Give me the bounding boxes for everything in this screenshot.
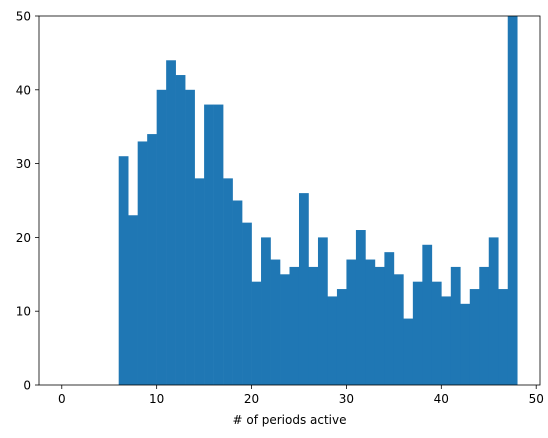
y-axis-ticks: 0 10 20 30 40 50 — [16, 10, 39, 393]
histogram-bar-25 — [298, 193, 309, 385]
plot-frame — [38, 15, 541, 386]
histogram-bar-42 — [460, 303, 471, 385]
histogram-bar-20 — [251, 281, 262, 385]
histogram-bar-17 — [223, 178, 233, 385]
histogram-bar-35 — [393, 274, 404, 385]
histogram-bar-38 — [422, 244, 433, 385]
y-tick-label: 10 — [16, 305, 31, 319]
histogram-bar-11 — [166, 60, 176, 385]
x-tick-label: 30 — [339, 392, 354, 406]
histogram-bar-7 — [128, 215, 138, 385]
histogram-bar-28 — [327, 296, 338, 385]
histogram-bar-18 — [232, 200, 243, 385]
x-tick-label: 40 — [434, 392, 449, 406]
histogram-bar-46 — [498, 289, 509, 385]
y-tick-label: 20 — [16, 231, 31, 245]
histogram-bar-30 — [346, 259, 357, 385]
y-tick-label: 50 — [16, 10, 31, 24]
histogram-bar-10 — [156, 89, 167, 386]
x-axis-ticks: 0 10 20 30 40 50 — [58, 385, 544, 406]
bars-group — [118, 16, 518, 386]
histogram-bar-26 — [308, 266, 319, 385]
y-tick-label: 30 — [16, 157, 31, 171]
histogram-bar-23 — [280, 274, 290, 385]
histogram-bar-22 — [270, 259, 281, 385]
histogram-bar-39 — [431, 281, 442, 385]
histogram-bar-37 — [412, 281, 423, 385]
histogram-bar-9 — [147, 134, 157, 385]
histogram-bar-13 — [185, 89, 195, 386]
histogram-bar-19 — [242, 222, 252, 385]
histogram-bar-31 — [355, 230, 366, 385]
histogram-bar-36 — [403, 318, 414, 385]
histogram-bar-33 — [374, 266, 385, 385]
histogram-bar-41 — [450, 266, 461, 385]
histogram-bar-27 — [317, 237, 328, 385]
histogram-bar-29 — [336, 289, 347, 385]
histogram-bar-21 — [261, 237, 271, 385]
histogram-bar-16 — [213, 104, 224, 385]
histogram-bar-12 — [175, 75, 186, 385]
x-tick-label: 50 — [529, 392, 544, 406]
histogram-bar-14 — [194, 178, 205, 385]
histogram-bar-8 — [137, 141, 148, 385]
x-tick-label: 20 — [244, 392, 259, 406]
histogram-bar-43 — [469, 289, 480, 385]
histogram-bar-44 — [479, 266, 490, 385]
x-axis-label: # of periods active — [232, 413, 346, 427]
y-tick-label: 0 — [23, 379, 31, 393]
y-tick-label: 40 — [16, 83, 31, 97]
histogram-bar-6 — [118, 156, 129, 385]
histogram-bar-47 — [507, 16, 518, 385]
x-tick-label: 10 — [149, 392, 164, 406]
histogram-bar-24 — [289, 266, 300, 385]
histogram-bar-45 — [488, 237, 499, 385]
x-tick-label: 0 — [58, 392, 66, 406]
histogram-bar-32 — [365, 259, 376, 385]
histogram-bar-15 — [204, 104, 214, 385]
histogram-bar-40 — [441, 296, 452, 385]
histogram-bar-34 — [384, 252, 395, 385]
